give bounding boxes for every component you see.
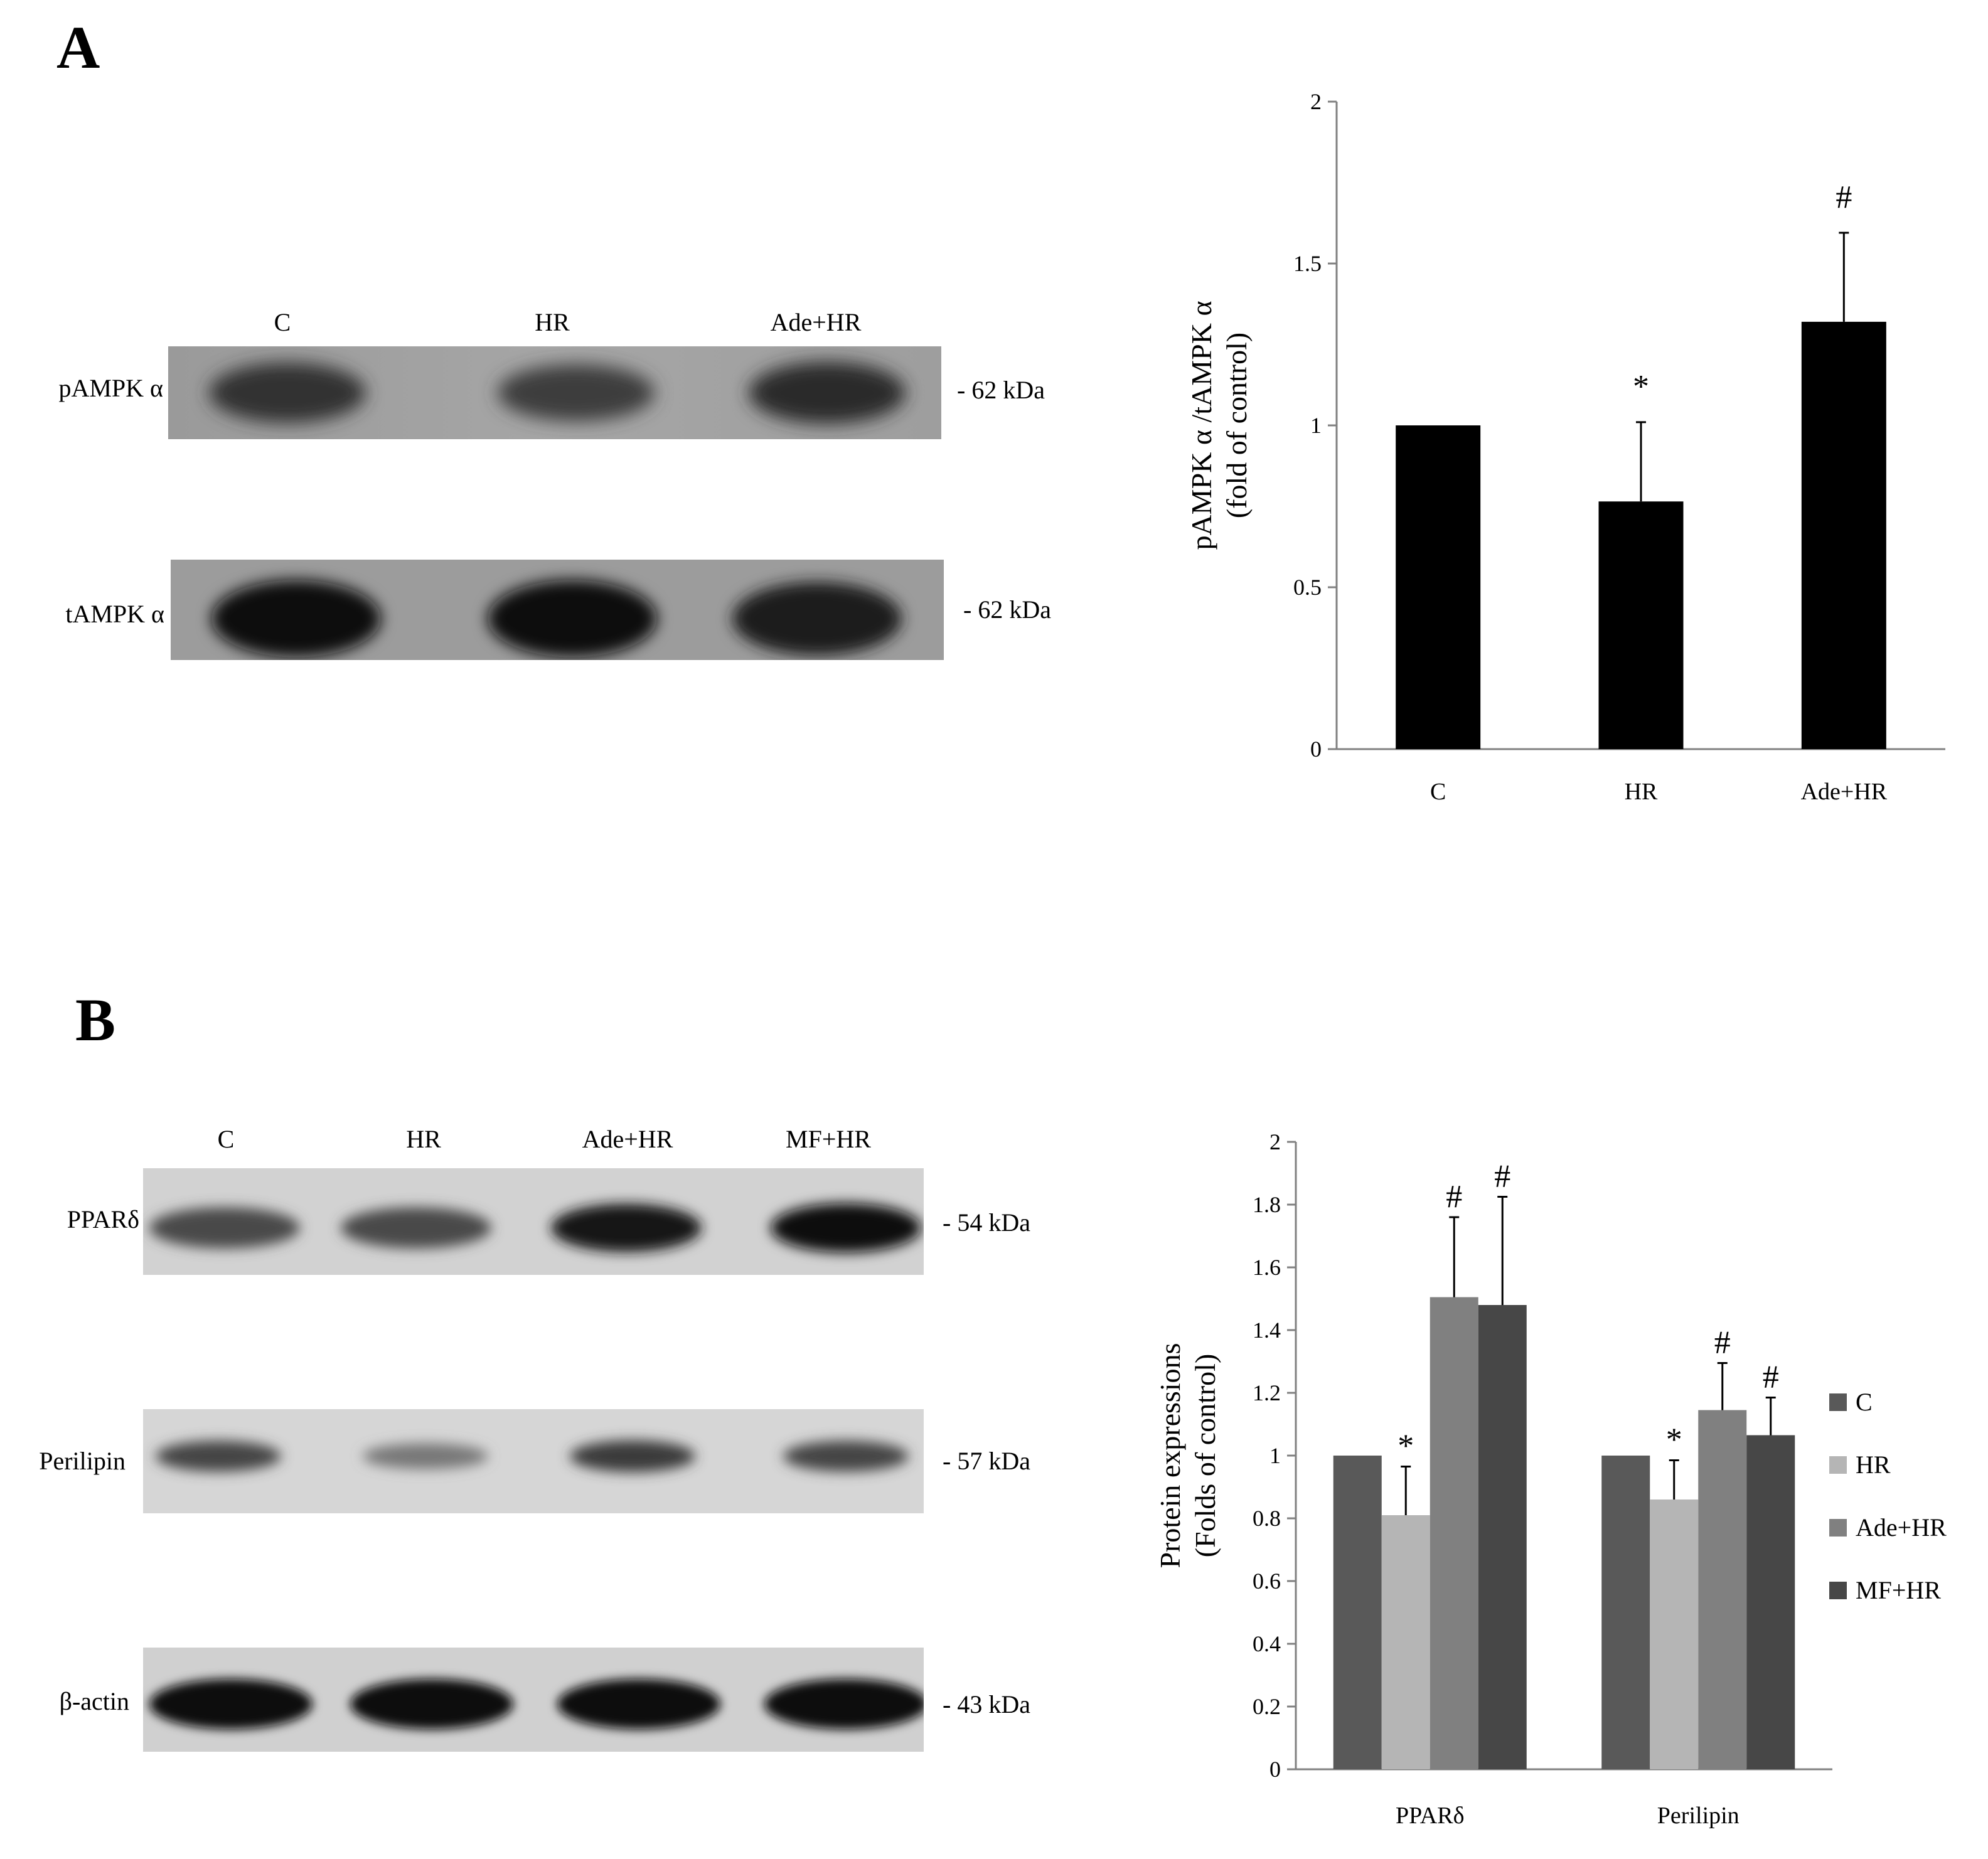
blot-band	[749, 361, 906, 424]
blot-band	[341, 1207, 491, 1249]
y-tick-label: 1	[1310, 413, 1322, 438]
panel-a-letter: A	[56, 14, 100, 81]
blot-b-marker-1: - 54 kDa	[943, 1208, 1030, 1237]
y-tick-label: 0.6	[1253, 1569, 1281, 1594]
blot-band	[350, 1678, 513, 1730]
bar	[1650, 1499, 1699, 1769]
y-axis-label-line-2: (Folds of control)	[1189, 1354, 1221, 1558]
x-tick-label: PPARδ	[1396, 1803, 1464, 1829]
significance-marker: *	[1397, 1429, 1414, 1464]
y-tick-label: 1.6	[1253, 1255, 1281, 1280]
bar	[1598, 501, 1684, 749]
bar	[1801, 321, 1886, 749]
blot-a-lane-label-2: HR	[535, 308, 570, 336]
blot-band	[551, 1203, 702, 1252]
blot-b-row-label-3: β-actin	[59, 1687, 129, 1715]
x-tick-label: C	[1430, 779, 1446, 805]
legend-swatch	[1829, 1519, 1847, 1537]
y-tick-label: 2	[1310, 89, 1322, 114]
legend-swatch	[1829, 1393, 1847, 1411]
bar	[1333, 1456, 1382, 1769]
significance-marker: *	[1666, 1422, 1682, 1458]
blot-band	[498, 364, 655, 422]
x-tick-label: Perilipin	[1657, 1803, 1740, 1829]
blot-a-lane-label-1: C	[274, 308, 291, 336]
blot-band	[211, 580, 381, 658]
blot-band	[488, 580, 657, 658]
blot-a-strip-2	[171, 560, 944, 660]
bar	[1601, 1456, 1650, 1769]
blot-b-lane-label-4: MF+HR	[786, 1125, 871, 1153]
blot-band	[156, 1441, 281, 1472]
blot-a-marker-2: - 62 kDa	[963, 595, 1051, 624]
blot-b-lane-label-3: Ade+HR	[582, 1125, 673, 1153]
blot-band	[209, 362, 366, 423]
blot-b-row-label-1: PPARδ	[67, 1205, 139, 1233]
blot-band	[149, 1207, 300, 1249]
legend-swatch	[1829, 1582, 1847, 1599]
blot-b-strip-1	[143, 1168, 924, 1275]
blot-band	[149, 1678, 313, 1730]
blot-band	[764, 1678, 924, 1730]
x-tick-label: Ade+HR	[1801, 779, 1888, 805]
y-axis-label: Protein expressions (Folds of control)	[1154, 1343, 1221, 1568]
chart-b: 0 0.2 0.4 0.6 0.8 1 1.2 1.4 1.6 1.8 2 * # # PPARδ * # # Pe…	[1154, 1129, 1947, 1829]
y-axis-label-line-1: pAMPK α /tAMPK α	[1185, 301, 1217, 550]
y-tick-label: 1	[1269, 1443, 1281, 1468]
y-tick-label: 1.8	[1253, 1192, 1281, 1217]
blot-a-row-label-1: pAMPK α	[58, 374, 163, 402]
significance-marker: #	[1763, 1360, 1779, 1395]
bar	[1478, 1305, 1527, 1769]
y-axis-label: pAMPK α /tAMPK α (fold of control)	[1185, 301, 1253, 550]
significance-marker: #	[1714, 1325, 1731, 1361]
blot-a-row-label-2: tAMPK α	[65, 600, 164, 628]
blot-b-marker-3: - 43 kDa	[943, 1690, 1030, 1718]
y-tick-label: 1.5	[1293, 251, 1322, 276]
blot-b-strip-2	[143, 1409, 924, 1513]
bar	[1746, 1435, 1795, 1769]
blot-b-marker-2: - 57 kDa	[943, 1447, 1030, 1475]
blot-band	[570, 1440, 695, 1473]
bar	[1381, 1515, 1430, 1769]
legend: C HR Ade+HR MF+HR	[1829, 1388, 1947, 1604]
bar	[1698, 1410, 1747, 1769]
y-tick-label: 0.4	[1253, 1631, 1281, 1656]
blot-band	[363, 1443, 488, 1469]
blot-band	[771, 1203, 921, 1253]
significance-marker: #	[1494, 1159, 1510, 1195]
y-axis-label-line-1: Protein expressions	[1154, 1343, 1186, 1568]
y-tick-label: 0.8	[1253, 1506, 1281, 1531]
y-tick-label: 0	[1310, 737, 1322, 762]
legend-label: MF+HR	[1856, 1576, 1941, 1604]
significance-marker: #	[1446, 1179, 1462, 1215]
blot-b-lane-label-1: C	[217, 1125, 235, 1153]
significance-marker: *	[1633, 369, 1649, 405]
blot-band	[557, 1678, 720, 1730]
y-tick-label: 0.5	[1293, 575, 1322, 600]
bar	[1396, 425, 1481, 749]
blot-b-lane-label-2: HR	[406, 1125, 441, 1153]
blot-a-marker-1: - 62 kDa	[957, 376, 1045, 404]
chart-a: 0 0.5 1 1.5 2 C * HR # Ade+HR pAMPK α /tAMPK α (fol…	[1185, 89, 1945, 805]
blot-a-strip-1	[168, 346, 941, 439]
blot-band	[732, 582, 902, 656]
blot-band	[783, 1441, 909, 1472]
y-tick-label: 0.2	[1253, 1694, 1281, 1719]
legend-label: Ade+HR	[1856, 1513, 1947, 1542]
y-tick-label: 1.4	[1253, 1318, 1281, 1343]
y-tick-label: 2	[1269, 1129, 1281, 1154]
blot-b-row-label-2: Perilipin	[39, 1447, 126, 1475]
blot-a-lane-label-3: Ade+HR	[770, 308, 862, 336]
y-tick-label: 1.2	[1253, 1380, 1281, 1405]
y-tick-label: 0	[1269, 1757, 1281, 1782]
legend-label: HR	[1856, 1451, 1891, 1479]
blot-b-strip-3	[143, 1648, 924, 1752]
x-tick-label: HR	[1625, 779, 1658, 805]
panel-b-letter: B	[75, 986, 116, 1053]
bar	[1430, 1297, 1478, 1769]
legend-swatch	[1829, 1456, 1847, 1474]
y-axis-label-line-2: (fold of control)	[1221, 333, 1253, 518]
significance-marker: #	[1836, 179, 1852, 215]
legend-label: C	[1856, 1388, 1873, 1416]
